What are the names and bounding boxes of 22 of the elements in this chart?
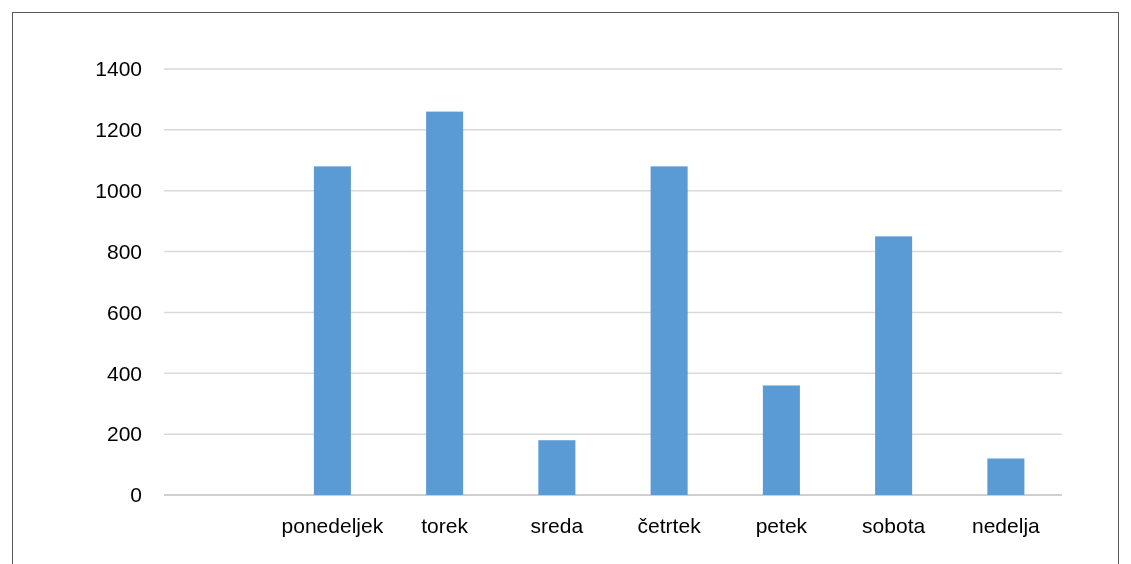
y-tick-label: 0 (130, 483, 142, 507)
y-tick-label: 400 (106, 361, 142, 385)
y-tick-label: 800 (106, 239, 142, 263)
bar (538, 440, 576, 495)
x-tick-label: ponedeljek (281, 514, 384, 537)
bar (762, 385, 800, 495)
x-tick-label: torek (421, 514, 469, 537)
bar (313, 166, 351, 495)
bar (987, 458, 1025, 495)
x-tick-label: petek (755, 514, 808, 537)
bar (426, 111, 464, 495)
y-tick-label: 1400 (95, 57, 142, 81)
x-tick-label: nedelja (972, 514, 1041, 537)
y-tick-label: 1000 (95, 179, 142, 203)
x-tick-label: sreda (530, 514, 584, 537)
bar (875, 236, 913, 495)
x-tick-label: četrtek (637, 514, 702, 537)
x-tick-label: sobota (862, 514, 926, 537)
bar (650, 166, 688, 495)
y-tick-label: 1200 (95, 118, 142, 142)
y-tick-label: 600 (106, 300, 142, 324)
y-tick-label: 200 (106, 422, 142, 446)
